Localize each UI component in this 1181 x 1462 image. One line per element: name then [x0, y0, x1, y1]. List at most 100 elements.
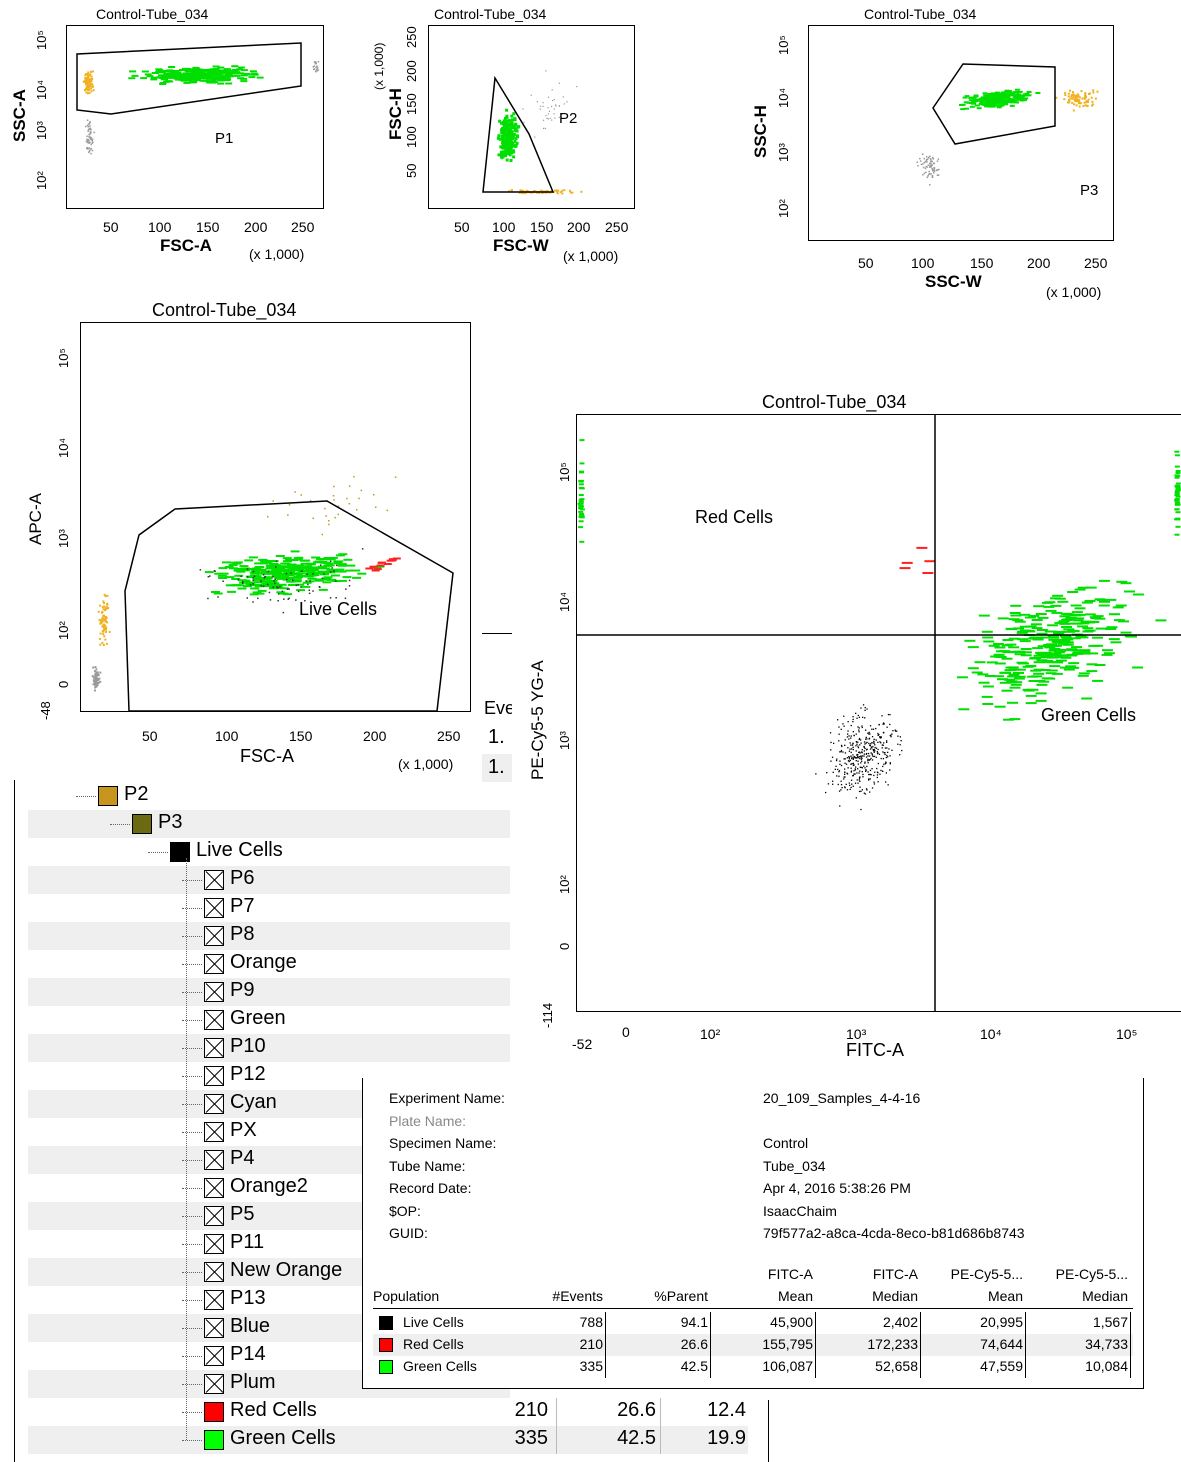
hierarchy-row[interactable]: P3	[28, 810, 510, 838]
hidden-gate-checkbox-icon[interactable]	[204, 1234, 224, 1254]
gate-label: P1	[215, 130, 234, 147]
hidden-gate-checkbox-icon[interactable]	[204, 982, 224, 1002]
population-label[interactable]: P6	[230, 867, 255, 889]
population-label[interactable]: Green Cells	[230, 1427, 336, 1449]
scatter-layer	[482, 70, 583, 195]
population-label[interactable]: Cyan	[230, 1091, 277, 1113]
population-color-swatch[interactable]	[204, 1402, 224, 1422]
hierarchy-row[interactable]: P12	[28, 1062, 510, 1090]
population-label[interactable]: P8	[230, 923, 255, 945]
population-color-swatch[interactable]	[98, 786, 118, 806]
plot-title: Control-Tube_034	[434, 6, 547, 22]
plot-area[interactable]: Red Cells Green Cells	[576, 414, 1181, 1012]
population-events: 210	[514, 1399, 548, 1421]
y-tick: 10²	[56, 621, 71, 640]
population-label[interactable]: P12	[230, 1063, 266, 1085]
population-label[interactable]: Green	[230, 1007, 286, 1029]
hierarchy-row[interactable]: Green Cells 335 42.5 19.9	[28, 1426, 748, 1454]
population-label[interactable]: P4	[230, 1147, 255, 1169]
hierarchy-row[interactable]: P9	[28, 978, 510, 1006]
hierarchy-row[interactable]: Orange2	[28, 1174, 510, 1202]
hidden-gate-checkbox-icon[interactable]	[204, 1094, 224, 1114]
population-label[interactable]: PX	[230, 1119, 257, 1141]
meta-value: IsaacChaim	[763, 1202, 837, 1219]
hierarchy-row[interactable]: P14	[28, 1342, 510, 1370]
population-label[interactable]: P13	[230, 1287, 266, 1309]
hidden-gate-checkbox-icon[interactable]	[204, 1374, 224, 1394]
population-label[interactable]: P9	[230, 979, 255, 1001]
stats-row[interactable]: Live Cells 788 94.1 45,900 2,402 20,995 1,567	[373, 1312, 1133, 1334]
hidden-gate-checkbox-icon[interactable]	[204, 1206, 224, 1226]
hidden-gate-checkbox-icon[interactable]	[204, 1010, 224, 1030]
plot-area[interactable]: P1	[66, 25, 324, 209]
tree-connector	[182, 1384, 202, 1385]
axis-multiplier: (x 1,000)	[249, 246, 305, 262]
hidden-gate-checkbox-icon[interactable]	[204, 1178, 224, 1198]
tree-connector	[148, 852, 168, 853]
population-color-swatch[interactable]	[170, 842, 190, 862]
hidden-gate-checkbox-icon[interactable]	[204, 1066, 224, 1086]
hierarchy-row[interactable]: P2	[28, 782, 510, 810]
hierarchy-row[interactable]: Red Cells 210 26.6 12.4	[28, 1398, 748, 1426]
population-label[interactable]: Orange2	[230, 1175, 308, 1197]
population-label[interactable]: P10	[230, 1035, 266, 1057]
population-label[interactable]: P11	[230, 1231, 265, 1253]
tree-connector	[182, 1188, 202, 1189]
population-color-swatch[interactable]	[132, 814, 152, 834]
population-label[interactable]: P3	[158, 811, 183, 833]
y-tick: -114	[540, 1002, 555, 1028]
x-tick: 250	[291, 219, 315, 235]
hidden-gate-checkbox-icon[interactable]	[204, 1290, 224, 1310]
plot-area[interactable]: P2	[428, 25, 635, 209]
hierarchy-row[interactable]: P13	[28, 1286, 510, 1314]
hierarchy-row[interactable]: P11	[28, 1230, 510, 1258]
x-tick: 150	[289, 728, 313, 744]
stat-events: 210	[579, 1336, 603, 1352]
hidden-gate-checkbox-icon[interactable]	[204, 1346, 224, 1366]
population-label[interactable]: P7	[230, 895, 255, 917]
hierarchy-row[interactable]: P7	[28, 894, 510, 922]
meta-value: 20_109_Samples_4-4-16	[763, 1090, 921, 1106]
population-label[interactable]: P14	[230, 1343, 266, 1365]
population-label[interactable]: Live Cells	[196, 839, 283, 861]
population-label[interactable]: P5	[230, 1203, 255, 1225]
tree-connector	[182, 1300, 202, 1301]
population-color-swatch	[379, 1360, 393, 1374]
hierarchy-row[interactable]: Green	[28, 1006, 510, 1034]
meta-key: Specimen Name:	[389, 1135, 497, 1151]
population-label[interactable]: P2	[124, 783, 149, 805]
hierarchy-row[interactable]: P6	[28, 866, 510, 894]
x-tick: 150	[970, 255, 994, 271]
population-color-swatch[interactable]	[204, 1430, 224, 1450]
hidden-gate-checkbox-icon[interactable]	[204, 954, 224, 974]
y-tick: 0	[56, 680, 71, 688]
hidden-gate-checkbox-icon[interactable]	[204, 898, 224, 918]
stats-row[interactable]: Red Cells 210 26.6 155,795 172,233 74,644 34,7…	[373, 1334, 1133, 1356]
population-label[interactable]: Orange	[230, 951, 297, 973]
hierarchy-row[interactable]: P8	[28, 922, 510, 950]
hidden-gate-checkbox-icon[interactable]	[204, 1038, 224, 1058]
tree-connector	[182, 1412, 202, 1413]
population-label[interactable]: Red Cells	[230, 1399, 317, 1421]
stats-row[interactable]: Green Cells 335 42.5 106,087 52,658 47,559 10,…	[373, 1356, 1133, 1378]
hidden-gate-checkbox-icon[interactable]	[204, 1150, 224, 1170]
x-axis-label: SSC-W	[925, 272, 982, 291]
plot-area[interactable]: P3	[808, 25, 1114, 241]
meta-key: $OP:	[389, 1202, 421, 1219]
quadrant-label-green: Green Cells	[1041, 705, 1137, 725]
hierarchy-row[interactable]: P10	[28, 1034, 510, 1062]
hidden-gate-checkbox-icon[interactable]	[204, 1122, 224, 1142]
population-label[interactable]: Plum	[230, 1371, 276, 1393]
hidden-gate-checkbox-icon[interactable]	[204, 926, 224, 946]
population-label[interactable]: Blue	[230, 1315, 271, 1337]
y-tick: 250	[404, 26, 419, 48]
hierarchy-row[interactable]: PX	[28, 1118, 510, 1146]
hidden-gate-checkbox-icon[interactable]	[204, 1318, 224, 1338]
population-label[interactable]: New Orange	[230, 1259, 343, 1281]
hierarchy-row[interactable]: Live Cells	[28, 838, 510, 866]
hidden-gate-checkbox-icon[interactable]	[204, 1262, 224, 1282]
stat-pe-median: 34,733	[1085, 1336, 1128, 1352]
hierarchy-row[interactable]: Orange	[28, 950, 510, 978]
plot-area[interactable]: Live Cells	[80, 322, 471, 712]
hidden-gate-checkbox-icon[interactable]	[204, 870, 224, 890]
